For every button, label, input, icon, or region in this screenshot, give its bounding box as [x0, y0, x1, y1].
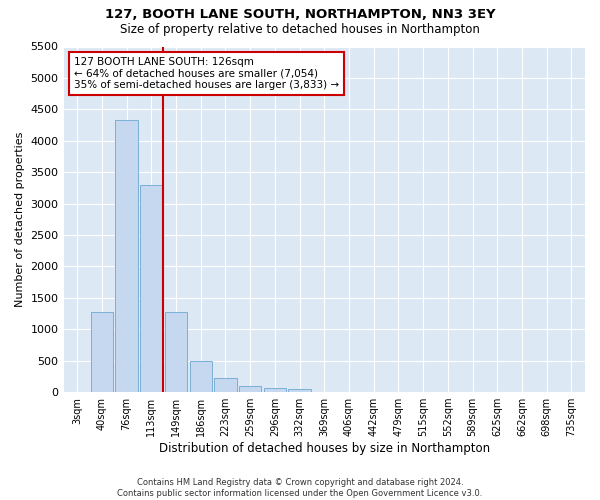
Bar [214, 378, 236, 392]
Bar [239, 386, 261, 392]
Bar [140, 184, 163, 392]
Bar [264, 388, 286, 392]
Bar [115, 120, 137, 392]
Text: Size of property relative to detached houses in Northampton: Size of property relative to detached ho… [120, 22, 480, 36]
Bar [91, 312, 113, 392]
Text: Contains HM Land Registry data © Crown copyright and database right 2024.
Contai: Contains HM Land Registry data © Crown c… [118, 478, 482, 498]
Text: 127 BOOTH LANE SOUTH: 126sqm
← 64% of detached houses are smaller (7,054)
35% of: 127 BOOTH LANE SOUTH: 126sqm ← 64% of de… [74, 57, 339, 90]
Y-axis label: Number of detached properties: Number of detached properties [15, 132, 25, 307]
Bar [190, 362, 212, 392]
X-axis label: Distribution of detached houses by size in Northampton: Distribution of detached houses by size … [159, 442, 490, 455]
Bar [165, 312, 187, 392]
Text: 127, BOOTH LANE SOUTH, NORTHAMPTON, NN3 3EY: 127, BOOTH LANE SOUTH, NORTHAMPTON, NN3 … [104, 8, 496, 20]
Bar [289, 389, 311, 392]
